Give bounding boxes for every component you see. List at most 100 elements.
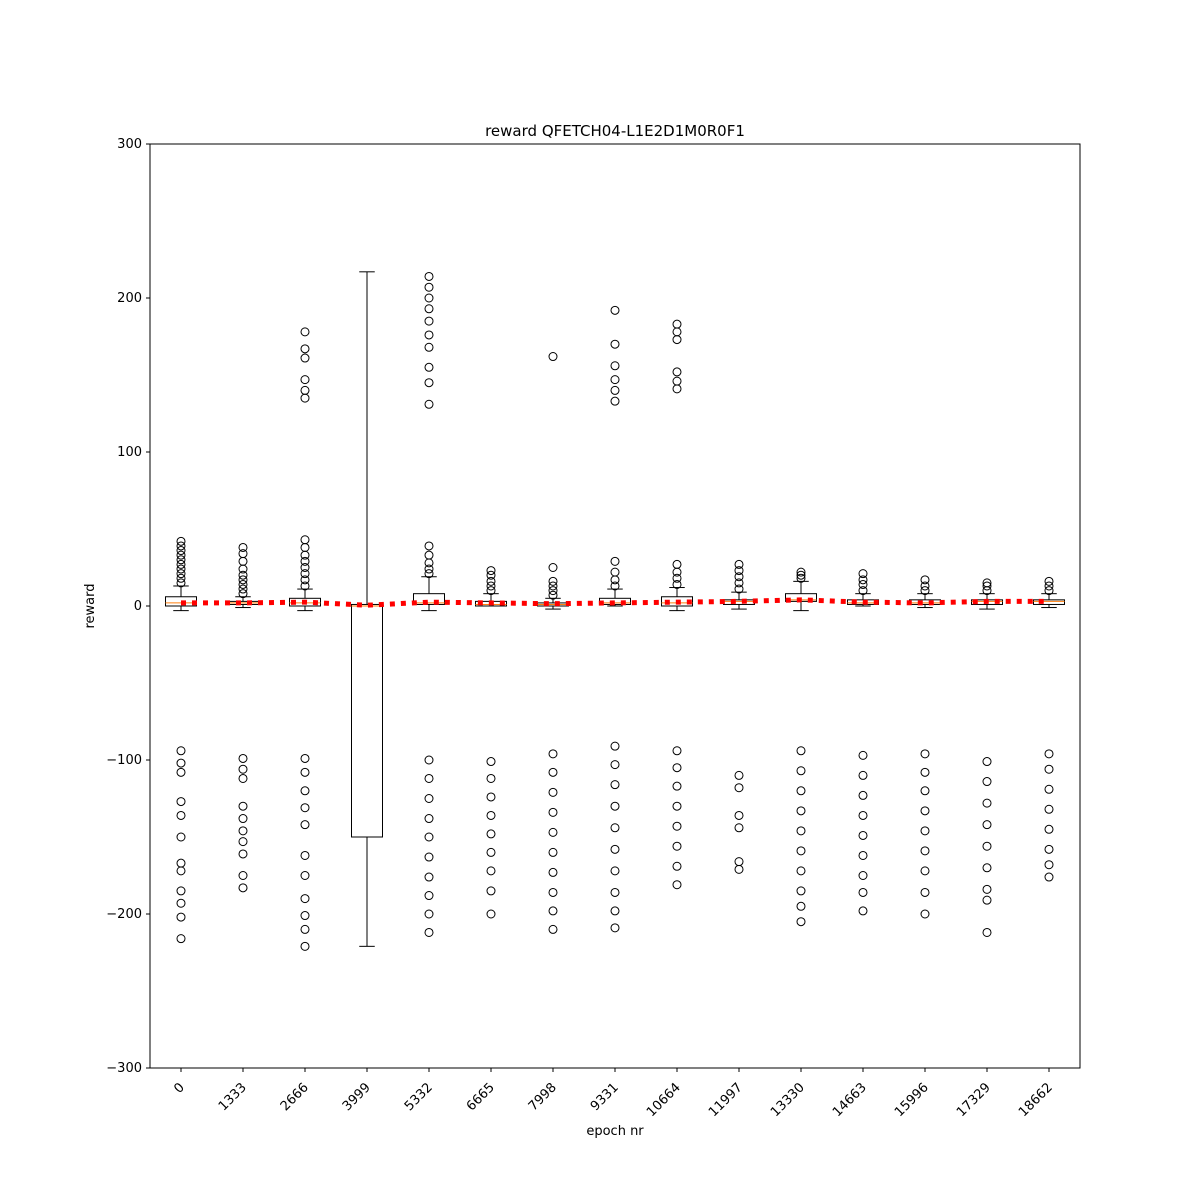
outlier bbox=[982, 578, 992, 588]
outlier bbox=[548, 749, 558, 759]
outlier bbox=[734, 770, 744, 780]
outlier bbox=[1044, 844, 1054, 854]
outlier bbox=[300, 327, 310, 337]
y-tick-label: 200 bbox=[117, 291, 142, 306]
outlier bbox=[858, 575, 868, 585]
outlier bbox=[610, 581, 620, 591]
outlier bbox=[1044, 749, 1054, 759]
y-tick-label: 100 bbox=[117, 445, 142, 460]
outlier bbox=[176, 541, 186, 551]
outlier bbox=[734, 810, 744, 820]
outlier bbox=[1044, 576, 1054, 586]
outlier bbox=[920, 575, 930, 585]
y-tick-label: −200 bbox=[106, 907, 142, 922]
outlier bbox=[796, 786, 806, 796]
outlier bbox=[300, 542, 310, 552]
outlier bbox=[300, 550, 310, 560]
outlier bbox=[610, 375, 620, 385]
outlier bbox=[548, 787, 558, 797]
outlier bbox=[300, 894, 310, 904]
outlier bbox=[858, 770, 868, 780]
outlier bbox=[672, 367, 682, 377]
outlier bbox=[610, 567, 620, 577]
outlier bbox=[486, 566, 496, 576]
x-axis-label: epoch nr bbox=[586, 1124, 644, 1139]
outlier bbox=[424, 362, 434, 372]
outlier bbox=[610, 396, 620, 406]
x-tick-label: 2666 bbox=[278, 1080, 312, 1114]
outlier bbox=[796, 567, 806, 577]
outlier bbox=[300, 575, 310, 585]
outlier bbox=[858, 586, 868, 596]
outlier bbox=[1044, 586, 1054, 596]
outlier bbox=[424, 293, 434, 303]
outlier bbox=[982, 777, 992, 787]
y-tick-label: −300 bbox=[106, 1061, 142, 1076]
box bbox=[413, 593, 445, 605]
outlier bbox=[238, 764, 248, 774]
outlier bbox=[672, 579, 682, 589]
outlier bbox=[1044, 860, 1054, 870]
outlier bbox=[176, 912, 186, 922]
outlier bbox=[982, 863, 992, 873]
outlier bbox=[300, 375, 310, 385]
outlier bbox=[486, 576, 496, 586]
outlier bbox=[486, 909, 496, 919]
outlier bbox=[672, 746, 682, 756]
outlier bbox=[424, 378, 434, 388]
outlier bbox=[796, 886, 806, 896]
outlier bbox=[486, 866, 496, 876]
outlier bbox=[548, 586, 558, 596]
outlier bbox=[300, 353, 310, 363]
outlier bbox=[672, 567, 682, 577]
outlier bbox=[176, 767, 186, 777]
outlier bbox=[858, 830, 868, 840]
outlier bbox=[858, 850, 868, 860]
y-tick-label: 300 bbox=[117, 137, 142, 152]
outlier bbox=[858, 790, 868, 800]
outlier bbox=[672, 573, 682, 583]
outlier bbox=[548, 867, 558, 877]
outlier bbox=[238, 542, 248, 552]
outlier bbox=[300, 344, 310, 354]
outlier bbox=[176, 573, 186, 583]
outlier bbox=[238, 584, 248, 594]
outlier bbox=[176, 886, 186, 896]
outlier bbox=[486, 773, 496, 783]
outlier bbox=[176, 832, 186, 842]
outlier bbox=[486, 829, 496, 839]
outlier bbox=[1044, 872, 1054, 882]
outlier bbox=[672, 376, 682, 386]
outlier bbox=[300, 924, 310, 934]
outlier bbox=[796, 806, 806, 816]
outlier bbox=[300, 385, 310, 395]
outlier bbox=[672, 319, 682, 329]
outlier bbox=[300, 941, 310, 951]
box bbox=[599, 597, 631, 605]
outlier bbox=[1044, 581, 1054, 591]
outlier bbox=[610, 866, 620, 876]
outlier bbox=[238, 801, 248, 811]
x-tick-label: 11997 bbox=[706, 1080, 746, 1120]
outlier bbox=[858, 810, 868, 820]
outlier bbox=[734, 823, 744, 833]
outlier bbox=[920, 786, 930, 796]
outlier bbox=[300, 753, 310, 763]
outlier bbox=[734, 783, 744, 793]
outlier bbox=[424, 342, 434, 352]
outlier bbox=[424, 755, 434, 765]
y-axis-label: reward bbox=[83, 583, 98, 628]
outlier bbox=[796, 901, 806, 911]
outlier bbox=[176, 564, 186, 574]
outlier bbox=[982, 798, 992, 808]
outlier bbox=[424, 773, 434, 783]
outlier bbox=[176, 858, 186, 868]
outlier bbox=[982, 820, 992, 830]
outlier bbox=[424, 872, 434, 882]
outlier bbox=[238, 773, 248, 783]
outlier bbox=[672, 335, 682, 345]
box bbox=[909, 599, 941, 605]
outlier bbox=[610, 780, 620, 790]
outlier bbox=[300, 393, 310, 403]
